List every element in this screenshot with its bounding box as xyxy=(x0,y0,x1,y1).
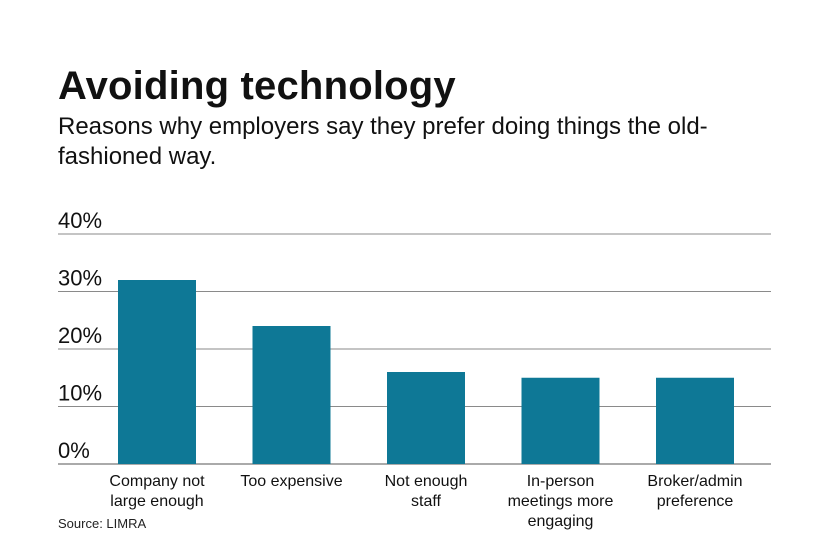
x-tick-label: Not enough staff xyxy=(385,473,468,510)
bar xyxy=(656,377,734,464)
x-tick-labels: Company not large enough Too expensive Not … xyxy=(109,473,742,530)
y-tick-label: 0% xyxy=(58,438,90,463)
source-note: Source: LIMRA xyxy=(58,516,147,531)
y-tick-label: 20% xyxy=(58,323,102,348)
chart-subtitle: Reasons why employers say they prefer do… xyxy=(58,113,708,170)
x-tick-label: In-person meetings more engaging xyxy=(508,473,614,530)
x-tick-label: Too expensive xyxy=(240,473,342,490)
bar xyxy=(387,372,465,464)
x-tick-label: Broker/admin preference xyxy=(647,473,742,510)
x-tick-label: Company not large enough xyxy=(109,473,205,510)
y-tick-label: 10% xyxy=(58,381,102,406)
chart-title: Avoiding technology xyxy=(58,64,456,108)
bar xyxy=(118,280,196,464)
bars xyxy=(118,280,734,464)
y-tick-label: 30% xyxy=(58,266,102,291)
y-tick-label: 40% xyxy=(58,208,102,233)
y-tick-labels: 0% 10% 20% 30% 40% xyxy=(58,208,102,463)
bar xyxy=(521,377,600,464)
bar xyxy=(252,326,331,464)
